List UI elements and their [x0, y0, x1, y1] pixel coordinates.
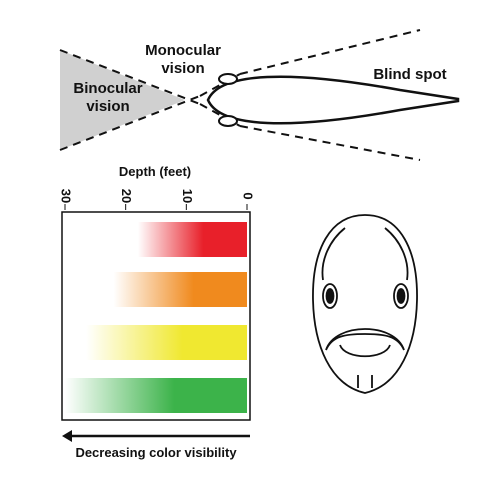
bar	[137, 222, 247, 257]
label: Monocular vision	[145, 42, 221, 77]
chart-frame	[61, 211, 251, 421]
bar	[65, 378, 247, 413]
x-tick-label: 30	[59, 189, 74, 203]
vision-lines	[59, 29, 421, 161]
bar	[113, 272, 248, 307]
arrow-head	[62, 430, 72, 442]
eye	[218, 73, 238, 85]
label: Binocular vision	[73, 80, 143, 115]
caption: Decreasing color visibility	[75, 445, 237, 460]
fish-body	[206, 75, 460, 125]
eye	[218, 115, 238, 127]
binocular-cone	[60, 50, 185, 150]
x-tick-label: 20	[119, 189, 134, 203]
fish-face	[312, 214, 418, 394]
label: Blind spot	[373, 66, 447, 83]
x-tick-label: 10	[180, 189, 195, 203]
axis-title: Depth (feet)	[119, 164, 191, 179]
bar	[86, 325, 247, 360]
x-tick-label: 0	[241, 192, 256, 199]
